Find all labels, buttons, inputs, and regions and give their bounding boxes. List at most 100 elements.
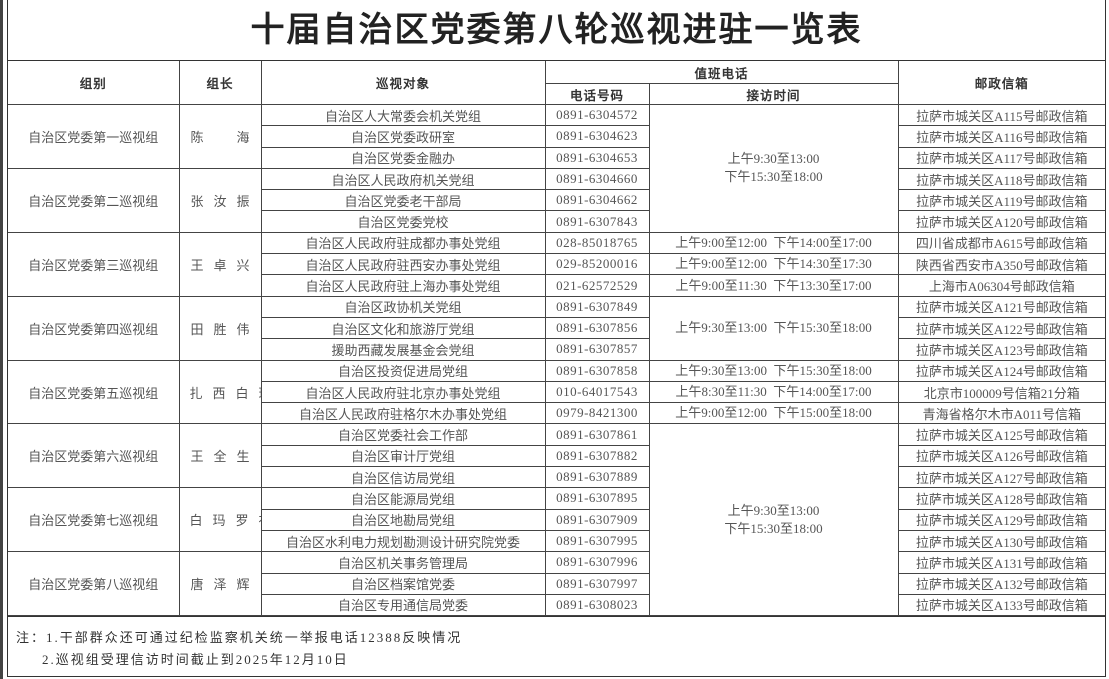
reception-time-line: 上午8:30至11:30 下午14:00至17:00 — [675, 384, 872, 399]
document-frame: 十届自治区党委第八轮巡视进驻一览表 组别 组长 巡视对象 值班电话 邮政信箱 电… — [7, 0, 1106, 677]
reception-time: 上午9:00至12:00 下午14:00至17:00 — [648, 231, 899, 255]
reception-time-line: 上午9:30至13:00 下午15:30至18:00 — [675, 362, 872, 378]
mailbox: 拉萨市城关区A118号邮政信箱 — [897, 167, 1106, 191]
note-2: 2.巡视组受理信访时间截止到2025年12月10日 — [42, 652, 349, 668]
mailbox: 北京市100009号信箱21分箱 — [897, 380, 1106, 404]
inspection-target: 援助西藏发展基金会党组 — [261, 338, 546, 361]
inspection-table: 组别 组长 巡视对象 值班电话 邮政信箱 电话号码 接访时间 自治区党委第一巡视… — [8, 61, 1106, 617]
phone-number: 0891-6307861 — [544, 423, 650, 446]
phone-number: 021-62572529 — [544, 274, 650, 297]
mailbox: 拉萨市城关区A131号邮政信箱 — [897, 551, 1106, 574]
phone-number: 0891-6307889 — [544, 466, 650, 489]
phone-number: 0891-6307843 — [544, 210, 650, 233]
mailbox: 四川省成都市A615号邮政信箱 — [897, 231, 1106, 255]
page-title: 十届自治区党委第八轮巡视进驻一览表 — [8, 0, 1105, 61]
inspection-target: 自治区档案馆党委 — [261, 572, 546, 595]
inspection-target: 自治区人民政府驻西安办事处党组 — [261, 253, 546, 276]
mailbox: 拉萨市城关区A133号邮政信箱 — [897, 593, 1106, 617]
inspection-target: 自治区党委政研室 — [261, 125, 546, 148]
header-reception-time: 接访时间 — [648, 83, 899, 105]
table-row: 自治区党委第八巡视组 唐泽辉 自治区机关事务管理局 0891-6307996 拉萨市城关… — [8, 551, 1106, 617]
table-row: 自治区人民政府驻西安办事处党组 029-85200016 上午9:00至12:00 … — [8, 253, 1106, 276]
table-row: 自治区党委第一巡视组陈 海自治区人大常委会机关党组 0891-6304572 上午9… — [8, 103, 1106, 233]
table-row: 自治区党委第三巡视组 王卓兴 自治区人民政府驻成都办事处党组 028-85018765… — [8, 231, 1106, 297]
reception-time-line: 上午9:00至12:00 下午14:00至17:00 — [675, 234, 872, 250]
inspection-target: 自治区党委金融办 — [261, 146, 546, 169]
phone-number: 0979-8421300 — [544, 402, 650, 425]
header-leader: 组长 — [178, 61, 262, 105]
mailbox: 上海市A06304号邮政信箱 — [897, 274, 1106, 297]
phone-number: 029-85200016 — [544, 253, 650, 276]
header-group: 组别 — [8, 61, 180, 105]
phone-number: 0891-6307858 — [544, 359, 650, 382]
group-leader: 陈 海 — [178, 104, 262, 169]
mailbox: 拉萨市城关区A115号邮政信箱 — [897, 103, 1106, 127]
inspection-target: 自治区专用通信局党委 — [261, 593, 546, 617]
inspection-target: 自治区党委党校 — [261, 210, 546, 233]
mailbox: 拉萨市城关区A122号邮政信箱 — [897, 316, 1106, 340]
group-leader: 白玛罗布 — [178, 487, 262, 553]
table-row: 自治区党委第二巡视组 张汝振 自治区人民政府机关党组 0891-6304660 拉萨市城… — [8, 167, 1106, 233]
header-target: 巡视对象 — [260, 61, 546, 105]
table-row: 自治区党委第四巡视组 田胜伟 自治区政协机关党组 0891-6307849 上午9:30… — [8, 295, 1106, 361]
mailbox: 拉萨市城关区A132号邮政信箱 — [897, 572, 1106, 595]
inspection-target: 自治区党委社会工作部 — [260, 423, 546, 446]
phone-number: 0891-6307882 — [544, 444, 650, 468]
inspection-target: 自治区信访局党组 — [261, 466, 546, 489]
group-leader: 扎西白珍 — [178, 359, 262, 425]
group-name: 自治区党委第八巡视组 — [8, 551, 180, 617]
phone-number: 0891-6307857 — [544, 338, 650, 361]
inspection-target: 自治区人民政府驻上海办事处党组 — [261, 274, 546, 297]
inspection-target: 自治区审计厅党组 — [261, 444, 546, 468]
reception-time: 上午9:30至13:00 下午15:30至18:00 — [648, 423, 899, 617]
phone-number: 0891-6304653 — [544, 146, 650, 169]
table-row: 自治区审计厅党组 0891-6307882 拉萨市城关区A126号邮政信箱 — [8, 444, 1106, 468]
notes: 注：1.干部群众还可通过纪检监察机关统一举报电话12388反映情况 2.巡视组受… — [8, 616, 1105, 671]
reception-time-line: 上午9:00至12:00 下午14:30至17:30 — [675, 256, 872, 272]
inspection-target: 自治区人民政府驻成都办事处党组 — [260, 231, 546, 255]
group-name: 自治区党委第二巡视组 — [8, 167, 180, 233]
mailbox: 拉萨市城关区A123号邮政信箱 — [897, 338, 1106, 361]
phone-number: 0891-6308023 — [544, 593, 650, 617]
mailbox: 拉萨市城关区A126号邮政信箱 — [897, 444, 1106, 468]
phone-number: 0891-6307997 — [544, 572, 650, 595]
table-row: 自治区人民政府驻上海办事处党组 021-62572529 上午9:00至11:30 … — [8, 274, 1106, 297]
phone-number: 0891-6304623 — [544, 125, 650, 148]
reception-time: 上午9:00至12:00 下午14:30至17:30 — [648, 253, 899, 276]
inspection-target: 自治区人民政府驻格尔木办事处党组 — [261, 402, 546, 425]
inspection-target: 自治区人民政府机关党组 — [260, 167, 546, 191]
reception-time: 上午9:00至12:00 下午15:00至18:00 — [648, 402, 899, 425]
reception-time-line: 下午15:30至18:00 — [724, 520, 823, 536]
reception-time: 上午8:30至11:30 下午14:00至17:00 — [648, 380, 899, 404]
group-leader: 王卓兴 — [178, 231, 262, 297]
table-row: 自治区档案馆党委 0891-6307997 拉萨市城关区A132号邮政信箱 — [8, 572, 1106, 595]
mailbox: 拉萨市城关区A128号邮政信箱 — [897, 487, 1106, 510]
phone-number: 0891-6307849 — [544, 295, 650, 318]
reception-time-line: 上午9:30至13:00 — [727, 151, 820, 167]
table-row: 自治区文化和旅游厅党组 0891-6307856 拉萨市城关区A122号邮政信箱 — [8, 316, 1106, 340]
group-leader: 张汝振 — [178, 167, 262, 233]
table-row: 自治区党委老干部局 0891-6304662 拉萨市城关区A119号邮政信箱 — [8, 189, 1106, 212]
reception-time-line: 下午15:30至18:00 — [724, 169, 823, 185]
phone-number: 0891-6307856 — [544, 316, 650, 340]
inspection-target: 自治区能源局党组 — [260, 487, 546, 510]
reception-time: 上午9:30至13:00 下午15:30至18:00 — [648, 359, 899, 382]
reception-time: 上午9:30至13:00 下午15:30至18:00 — [648, 104, 899, 233]
table-row: 自治区人民政府驻格尔木办事处党组 0979-8421300 上午9:00至12:00… — [8, 402, 1106, 425]
group-name: 自治区党委第五巡视组 — [8, 359, 180, 425]
reception-time-line: 上午9:30至13:00 — [727, 502, 820, 518]
inspection-target: 自治区政协机关党组 — [260, 295, 546, 318]
group-leader: 唐泽辉 — [178, 551, 262, 617]
mailbox: 拉萨市城关区A130号邮政信箱 — [897, 529, 1106, 553]
inspection-target: 自治区机关事务管理局 — [260, 551, 546, 574]
mailbox: 拉萨市城关区A127号邮政信箱 — [897, 466, 1106, 489]
page-edge — [0, 0, 3, 679]
table-body: 自治区党委第一巡视组陈 海自治区人大常委会机关党组 0891-6304572 上午9… — [8, 103, 1106, 617]
table-row: 自治区人民政府驻北京办事处党组 010-64017543 上午8:30至11:30 … — [8, 380, 1106, 404]
mailbox: 拉萨市城关区A119号邮政信箱 — [897, 189, 1106, 212]
reception-time-line: 上午9:30至13:00 下午15:30至18:00 — [675, 320, 872, 336]
phone-number: 028-85018765 — [544, 231, 650, 255]
mailbox: 拉萨市城关区A117号邮政信箱 — [897, 146, 1106, 169]
group-name: 自治区党委第四巡视组 — [8, 295, 180, 361]
header-phone-number: 电话号码 — [545, 83, 650, 105]
